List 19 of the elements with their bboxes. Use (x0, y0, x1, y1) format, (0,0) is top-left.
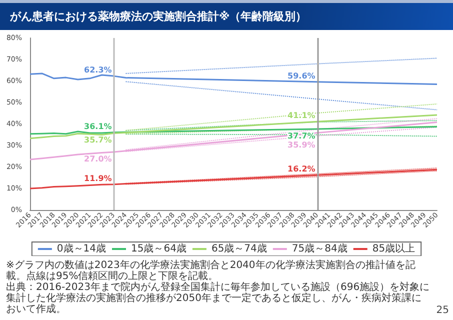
data-label: 16.2% (288, 164, 316, 174)
legend-label: 15歳～64歳 (131, 242, 186, 254)
data-label: 35.7% (84, 136, 112, 145)
text: 25 (436, 305, 449, 316)
data-label: 11.9% (84, 174, 112, 183)
chart-title: がん患者における薬物療法の実施割合推計※（年齢階級別） (0, 0, 453, 30)
data-label: 41.1% (288, 111, 316, 120)
legend-label: 65歳～74歳 (211, 242, 267, 254)
data-label: 36.1% (84, 122, 112, 131)
data-label: 59.6% (288, 71, 316, 80)
legend-label: 0歳～14歳 (56, 242, 106, 254)
data-label: 35.9% (288, 140, 316, 150)
data-label: 37.7% (288, 131, 316, 140)
source-note: 出典：2016-2023年まで院内がん登録全国集計に毎年参加している施設（696施設）を対象に集計した化学療法の実施割合の推移が2050年まで一定であると仮定し、がん・疾病対策課において作成。 (6, 282, 431, 315)
data-label: 62.3% (84, 66, 112, 75)
legend-label: 85歳以上 (372, 242, 416, 254)
data-label: 27.0% (84, 154, 112, 164)
legend-label: 75歳～84歳 (292, 242, 348, 254)
text: ※グラフ内の数値は2023年の化学療法実施割合と2040年の化学療法実施割合の推計値を記載。点線は95%信頼区間の上限と下限を記載。 (6, 260, 416, 282)
